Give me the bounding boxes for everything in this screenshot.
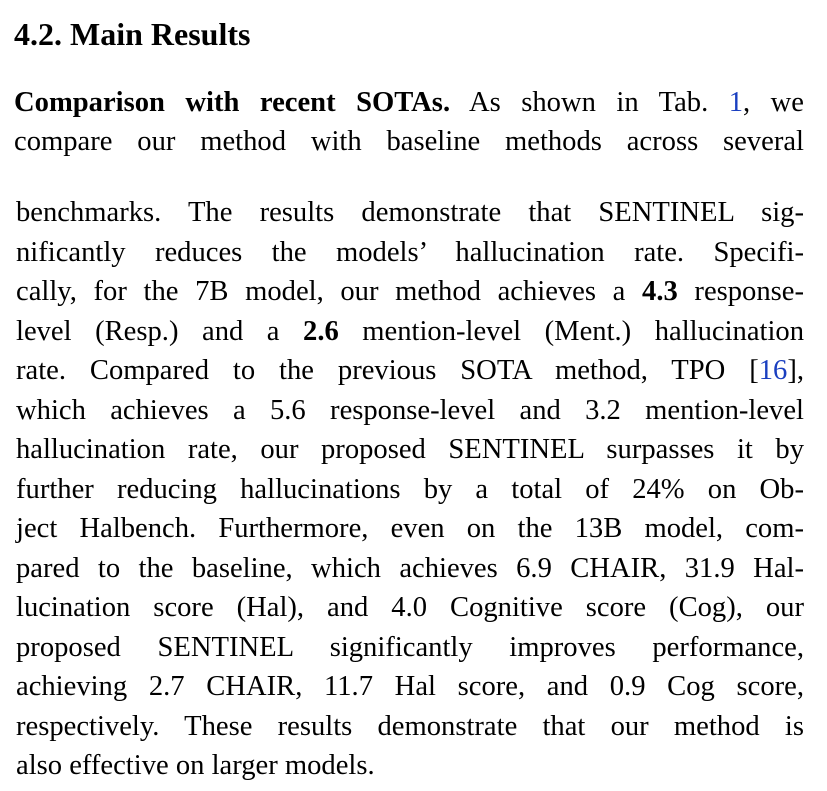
resp-value: 4.3 <box>642 276 678 307</box>
paragraph-column-2: benchmarks. The results demonstrate that… <box>16 193 804 786</box>
text-line: compare our method with baseline methods… <box>14 126 804 157</box>
text-line: rate. Compared to the previous SOTA meth… <box>16 355 804 386</box>
paragraph-column-1: Comparison with recent SOTAs. As shown i… <box>14 83 804 161</box>
text-line: nificantly reduces the models’ hallucina… <box>16 236 804 268</box>
text-line: respectively. These results demonstrate … <box>16 710 804 742</box>
text-line: proposed SENTINEL significantly improves… <box>16 631 804 663</box>
section-heading: 4.2. Main Results <box>14 16 251 52</box>
text-line: Comparison with recent SOTAs. As shown i… <box>14 87 804 118</box>
citation-link[interactable]: 16 <box>758 355 788 386</box>
text-line: pared to the baseline, which achieves 6.… <box>16 552 804 584</box>
text-line: level (Resp.) and a 2.6 mention-level (M… <box>16 315 804 347</box>
text-line: also effective on larger models. <box>16 750 375 781</box>
text-line: lucination score (Hal), and 4.0 Cognitiv… <box>16 592 804 623</box>
text-line: which achieves a 5.6 response-level and … <box>16 394 804 426</box>
text-line: achieving 2.7 CHAIR, 11.7 Hal score, and… <box>16 671 804 702</box>
ment-value: 2.6 <box>303 315 339 347</box>
text-line: further reducing hallucinations by a tot… <box>16 473 804 505</box>
text-line: cally, for the 7B model, our method achi… <box>16 276 804 307</box>
text-line: benchmarks. The results demonstrate that… <box>16 197 804 228</box>
text-line: hallucination rate, our proposed SENTINE… <box>16 434 804 465</box>
table-reference-link[interactable]: 1 <box>728 87 744 118</box>
run-in-title: Comparison with recent SOTAs. <box>14 87 451 118</box>
text-line: ject Halbench. Furthermore, even on the … <box>16 513 804 544</box>
